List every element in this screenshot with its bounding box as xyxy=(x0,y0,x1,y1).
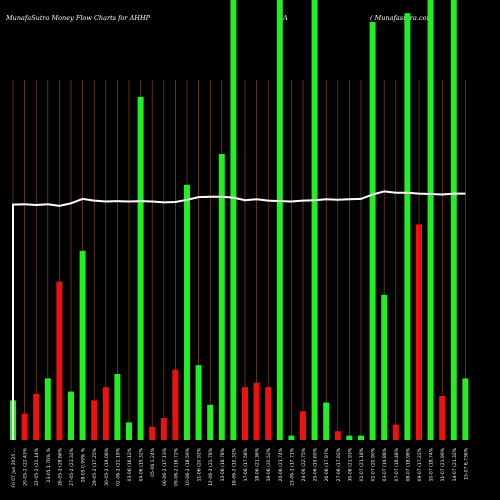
bar xyxy=(416,224,422,440)
x-tick-label: 11-06 (20.92% xyxy=(197,447,203,481)
x-tick-label: 09-07 (17.22% xyxy=(417,447,423,481)
x-tick-label: 29-05-2 (17.25% xyxy=(92,447,98,486)
x-tick-label: 07-07 (18.48% xyxy=(394,447,400,481)
x-tick-label: 23-05 1.76% % xyxy=(46,447,52,482)
bar xyxy=(334,431,341,440)
x-tick-label: 22-05-2 (21.14% xyxy=(34,447,40,486)
bar xyxy=(392,424,399,440)
x-tick-label: 10-07 (18.74% xyxy=(429,447,435,481)
x-tick-label: 28-05 0.99% % xyxy=(81,447,87,482)
x-tick-label: 19-06 (20.52% xyxy=(266,447,272,481)
bar xyxy=(149,426,156,440)
bar xyxy=(276,0,283,440)
chart-title: MunafaSutra Money Flow Charts for AHHP xyxy=(6,14,151,22)
bar xyxy=(462,378,469,440)
bar xyxy=(300,411,306,440)
x-tick-label: 10-06-2 (18.59% xyxy=(185,447,191,486)
bar xyxy=(44,378,51,440)
x-tick-label: 20-05-2 (22.43% xyxy=(23,447,29,486)
bar xyxy=(404,13,411,440)
bar xyxy=(242,387,248,440)
bar xyxy=(323,402,330,440)
bar xyxy=(21,413,28,440)
x-tick-label: 15-07 6.736% xyxy=(463,447,469,479)
bar xyxy=(126,422,132,440)
bar xyxy=(137,96,144,441)
x-tick-label: 03-06 (16.12% xyxy=(127,447,133,481)
bar xyxy=(358,435,364,440)
bar xyxy=(265,387,272,440)
x-tick-label: 26-05-2 (28.66% xyxy=(57,447,63,486)
x-tick-label: 12-06-2 (21.78% xyxy=(208,447,214,486)
x-tick-label: 01-07 (21.18% xyxy=(359,447,365,481)
x-tick-label: Fri 07 Jun 2025 ... xyxy=(11,448,17,488)
x-tick-label: 11-07 (21.99% xyxy=(440,447,446,481)
bar xyxy=(439,396,446,440)
line-series xyxy=(12,190,466,440)
x-tick-label: 27-06 (17.92% xyxy=(336,447,342,481)
bar xyxy=(160,418,167,440)
bar xyxy=(253,382,260,440)
bar xyxy=(172,369,179,440)
bar xyxy=(311,0,318,440)
bar xyxy=(427,0,434,440)
x-tick-label: 25-06 (19.65% xyxy=(313,447,319,481)
bar xyxy=(114,374,121,440)
bar xyxy=(56,281,63,440)
bar xyxy=(79,250,86,440)
x-tick-label: 09-06-2 (16.72% xyxy=(173,447,179,486)
bar xyxy=(207,404,214,440)
site-label: ( Munafasutra.com xyxy=(370,14,433,22)
x-tick-label: 02-06-2 (21.19% xyxy=(115,447,121,486)
line-path xyxy=(12,190,466,440)
header-mid-label: A xyxy=(283,14,288,22)
x-tick-label: 04-06 (19.32% xyxy=(139,447,145,481)
bar xyxy=(218,154,225,440)
x-tick-label: 20-06 (21.74% xyxy=(278,447,284,481)
x-tick-label: 26-06 (17.97% xyxy=(324,447,330,481)
bar xyxy=(288,435,295,440)
x-tick-label: 30-06 (21.93% xyxy=(347,447,353,481)
x-axis-labels: Fri 07 Jun 2025 ... 20-05-2 (22.43% 22-05-… xyxy=(11,447,469,487)
bar xyxy=(450,0,457,440)
x-tick-label: 13-06 (18.78% xyxy=(220,447,226,481)
bar xyxy=(184,184,190,440)
bar xyxy=(33,393,40,440)
x-tick-label: 05-06 1.24% xyxy=(150,447,156,477)
x-tick-label: 16-06-2 (10.32% xyxy=(231,447,237,486)
x-tick-label: 24-06 (22.75% xyxy=(301,447,307,481)
x-tick-label: 14-07 (21.32% xyxy=(452,447,458,481)
x-tick-label: 27-05-2 (21.32% xyxy=(69,447,75,486)
bar xyxy=(68,391,74,440)
x-tick-label: 02-07 (20.90% xyxy=(371,447,377,481)
bar xyxy=(195,365,202,440)
x-tick-label: 30-05-2 (19.06% xyxy=(104,447,110,486)
x-tick-label: 17-06 (17.58% xyxy=(243,447,249,481)
bar xyxy=(230,0,237,440)
x-tick-label: 08-07 (18.98% xyxy=(405,447,411,481)
bar xyxy=(91,400,98,440)
x-tick-label: 03-07 (19.88% xyxy=(382,447,388,481)
bar xyxy=(346,435,353,440)
bar-series xyxy=(10,0,469,441)
bar xyxy=(381,294,388,440)
x-tick-label: 18-06 (21.36% xyxy=(255,447,261,481)
bar xyxy=(102,387,109,440)
x-tick-label: 23-06-2 (17.71% xyxy=(289,447,295,486)
bar xyxy=(369,22,376,440)
x-tick-label: 06-06-2 (17.13% xyxy=(162,447,168,486)
